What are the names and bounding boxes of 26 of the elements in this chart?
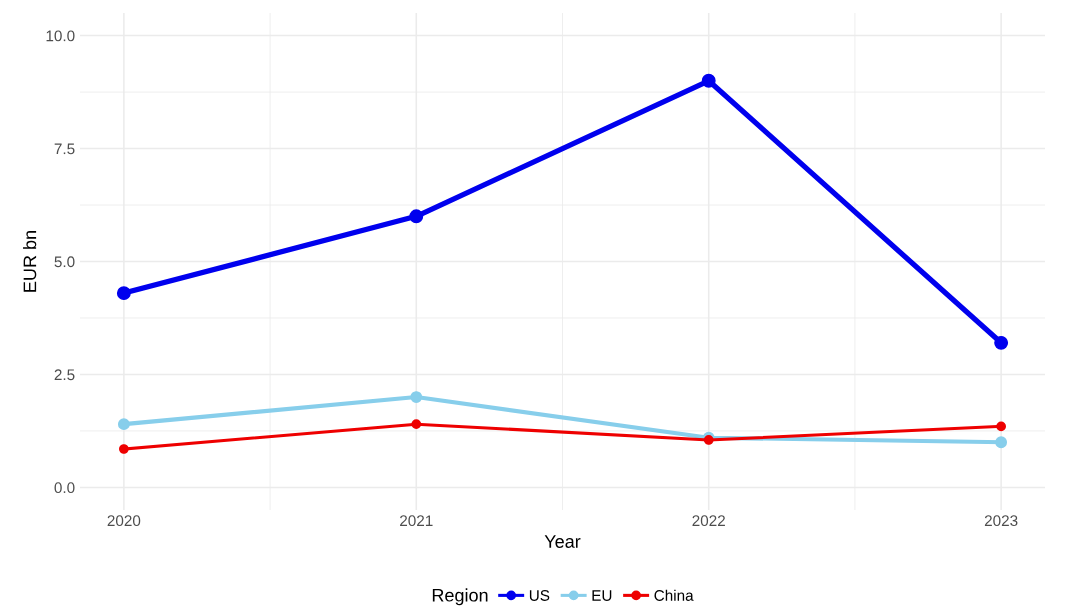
text: 0.0 [54, 482, 75, 494]
point [994, 335, 1009, 350]
point [996, 421, 1006, 432]
x-tick-label: 2023 [984, 515, 1018, 527]
x-tick-label: 2022 [692, 515, 725, 527]
legend-title: Region [432, 588, 488, 606]
y-tick-label: 5.0 [54, 256, 75, 268]
legend-label: US [529, 590, 550, 601]
point [411, 419, 422, 430]
y-tick-label: 7.5 [54, 143, 75, 155]
x-tick-label: 2021 [400, 515, 433, 527]
point [119, 444, 129, 454]
point [703, 435, 714, 445]
x-tick-label: 2020 [107, 515, 141, 527]
y-axis-title: EUR bn [23, 231, 37, 292]
point [701, 73, 716, 88]
y-tick-label: 2.5 [54, 369, 75, 381]
legend-label: China [654, 589, 694, 601]
point [409, 209, 424, 224]
legend-label: EU [592, 590, 612, 601]
x-axis-title: Year [544, 535, 581, 548]
point [117, 418, 130, 431]
point [116, 286, 131, 301]
point [410, 391, 423, 403]
point [995, 436, 1008, 449]
y-tick-label: 10.0 [46, 30, 75, 42]
